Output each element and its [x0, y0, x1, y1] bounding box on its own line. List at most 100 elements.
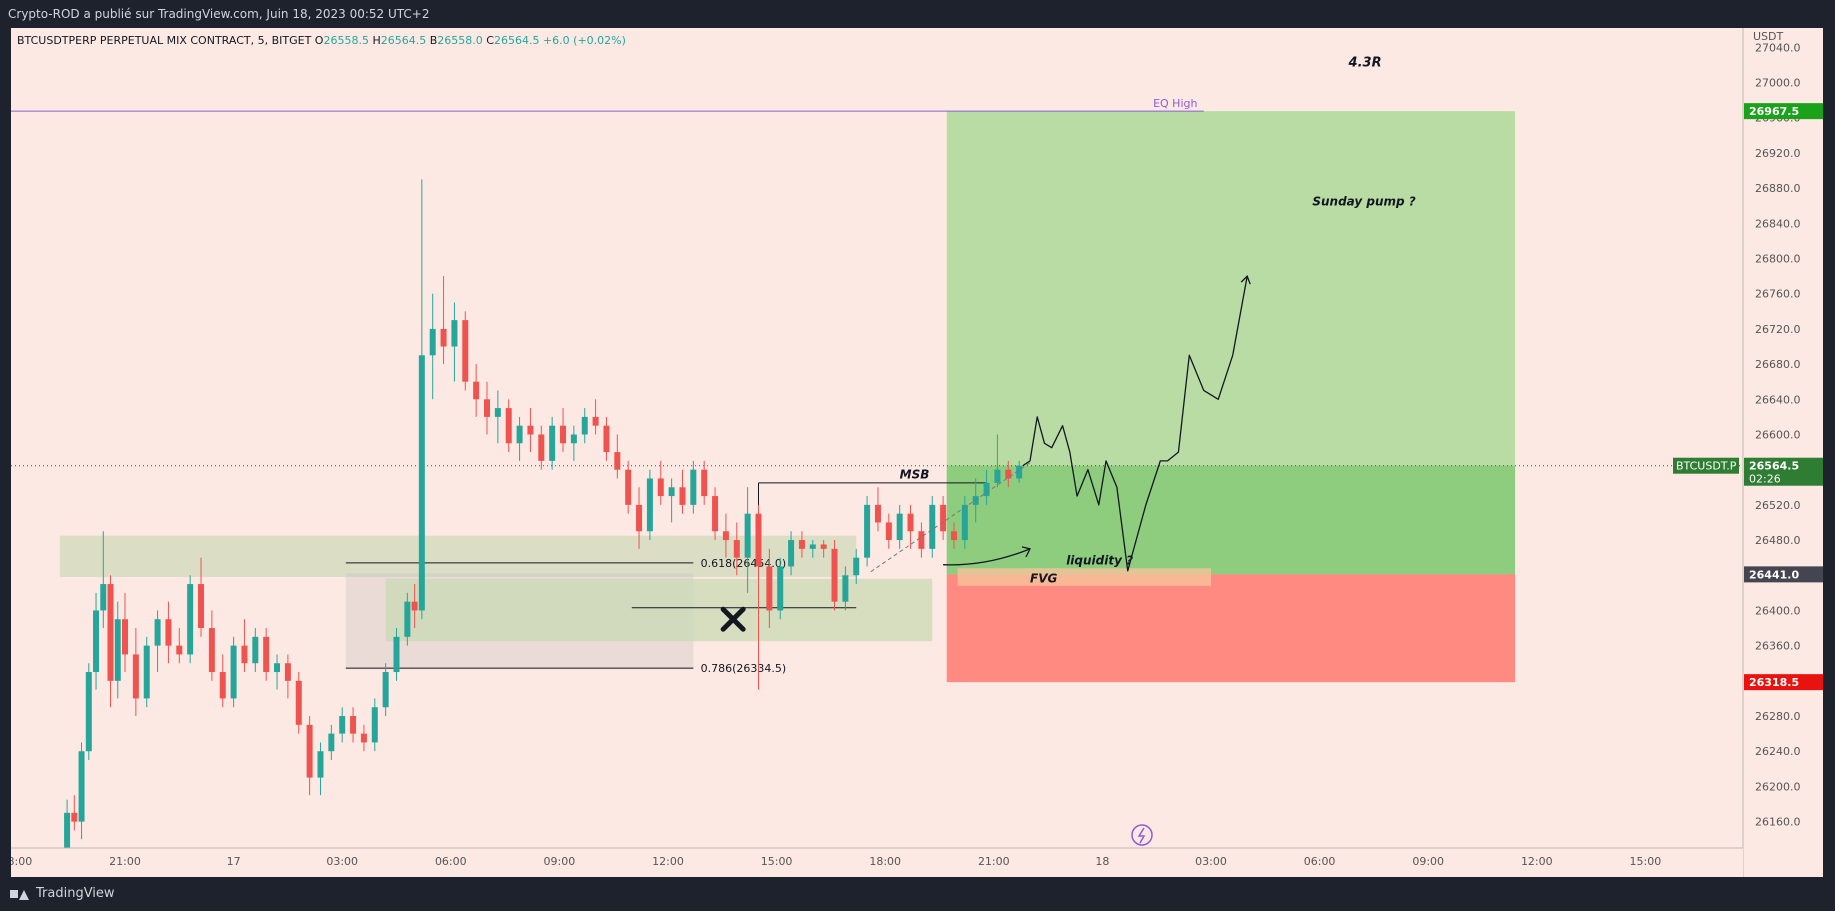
candle — [679, 469, 686, 514]
candle — [404, 592, 411, 646]
candle-body — [429, 328, 436, 356]
candle-body — [646, 478, 653, 532]
candle-body — [176, 645, 183, 655]
liquidity-arrow — [943, 548, 1031, 566]
candle-body — [484, 399, 490, 417]
annotation-label: liquidity ? — [1066, 554, 1133, 568]
candle-body — [690, 469, 697, 505]
candle-body — [744, 513, 751, 558]
candle-body — [972, 496, 979, 505]
candle-body — [382, 672, 389, 708]
candle — [100, 531, 107, 629]
candle — [371, 698, 378, 752]
candle — [382, 663, 389, 717]
candle — [874, 487, 881, 532]
y-tick-label: 26480.0 — [1755, 534, 1801, 547]
candle — [722, 513, 729, 558]
candle-body — [560, 425, 567, 444]
candle — [143, 636, 150, 708]
publish-text: Crypto-ROD a publié sur TradingView.com,… — [8, 7, 430, 21]
candle-body — [918, 531, 925, 549]
risk-ratio-label: 4.3R — [1348, 56, 1382, 71]
candle — [154, 610, 161, 673]
candle-body — [393, 636, 400, 673]
candle-body — [961, 504, 968, 541]
candle — [929, 496, 936, 558]
candle — [107, 575, 114, 708]
candle — [853, 548, 860, 585]
candle — [560, 408, 567, 453]
price-badge-label-3: 26318.5 — [1749, 676, 1799, 689]
candle-body — [350, 716, 357, 734]
candle — [429, 293, 436, 400]
candle — [187, 575, 194, 664]
y-tick-label: 26600.0 — [1755, 428, 1801, 441]
candle-body — [411, 601, 418, 611]
candle — [712, 487, 719, 541]
y-tick-label: 26920.0 — [1755, 147, 1801, 160]
price-badge-label-1: 26564.5 — [1749, 460, 1799, 473]
candle-body — [143, 645, 150, 699]
candle — [284, 654, 291, 699]
candle — [766, 548, 773, 629]
y-tick-label: 26240.0 — [1755, 745, 1801, 758]
chart-frame[interactable]: EQ High 0.618(26454.0) 0.786(26334.5) MSB li… — [11, 28, 1823, 877]
candle — [360, 724, 367, 752]
candle — [788, 531, 795, 576]
y-tick-label: 27000.0 — [1755, 77, 1801, 90]
candle-body — [831, 548, 838, 602]
candle — [668, 478, 675, 523]
x-tick-label: 06:00 — [435, 855, 467, 868]
stop-zone — [946, 574, 1516, 683]
candle — [505, 399, 512, 453]
projection-arrow-head — [1240, 274, 1251, 285]
candle — [592, 399, 599, 435]
candle-body — [78, 751, 85, 822]
candle-body — [712, 496, 719, 532]
candle — [549, 416, 556, 470]
candle — [527, 408, 534, 453]
candle — [983, 469, 990, 505]
candle — [252, 628, 259, 673]
candle — [614, 434, 621, 479]
ohlc-part: 26564.5 — [494, 34, 540, 47]
price-badge-sub-1: 02:26 — [1749, 473, 1781, 486]
candle-body — [885, 522, 892, 541]
candle-body — [581, 416, 588, 435]
ohlc-part: 26558.0 — [437, 34, 483, 47]
x-tick-label: 03:00 — [326, 855, 358, 868]
candle — [339, 707, 346, 743]
candle — [208, 610, 215, 681]
candle-body — [274, 663, 281, 673]
candle-body — [187, 584, 194, 655]
candle-body — [994, 469, 1001, 483]
candle — [198, 557, 205, 637]
supply-zone-upper — [59, 535, 857, 578]
tradingview-logo[interactable]: TradingView — [10, 877, 115, 911]
price-chart[interactable]: EQ High 0.618(26454.0) 0.786(26334.5) MSB li… — [11, 28, 1823, 877]
candle-body — [722, 531, 729, 541]
candle — [440, 276, 447, 365]
candle — [940, 496, 947, 541]
candle-body — [252, 636, 259, 664]
candle — [896, 504, 903, 549]
x-tick-label: 09:00 — [1412, 855, 1444, 868]
candle — [538, 425, 545, 470]
candle — [114, 601, 121, 699]
candle-body — [85, 672, 92, 752]
candle — [831, 540, 838, 611]
candle-body — [306, 724, 313, 778]
candle-body — [473, 381, 480, 400]
candle-body — [527, 425, 534, 435]
candle — [418, 179, 425, 620]
fib-label-1: 0.786(26334.5) — [701, 662, 787, 675]
footer-bar: TradingView — [0, 877, 1835, 911]
x-tick-label: 03:00 — [1195, 855, 1227, 868]
fib-label-0: 0.618(26454.0) — [701, 557, 787, 570]
candle-body — [874, 504, 881, 523]
candle-body — [165, 619, 172, 646]
candle — [972, 478, 979, 523]
price-badge-3 — [1744, 674, 1823, 691]
candle — [219, 654, 226, 708]
candle-body — [418, 355, 425, 611]
